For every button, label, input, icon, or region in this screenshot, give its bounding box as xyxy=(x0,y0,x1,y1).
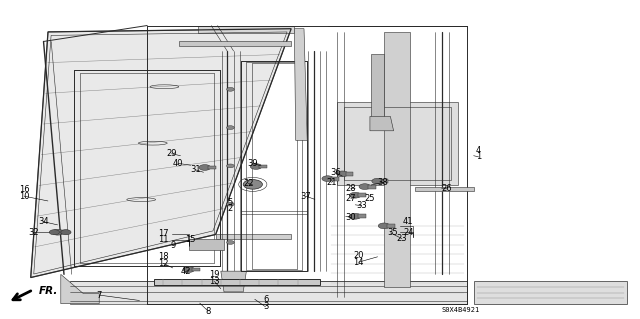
Text: 27: 27 xyxy=(346,194,356,203)
Circle shape xyxy=(183,267,195,272)
Text: FR.: FR. xyxy=(38,286,58,296)
Polygon shape xyxy=(31,29,291,278)
Polygon shape xyxy=(474,281,627,304)
Text: 32: 32 xyxy=(28,228,38,237)
Text: 25: 25 xyxy=(365,194,375,203)
Text: 42: 42 xyxy=(180,267,191,276)
Bar xyxy=(358,193,366,197)
Polygon shape xyxy=(216,234,291,239)
Text: 9: 9 xyxy=(170,241,175,250)
Text: 11: 11 xyxy=(158,235,168,244)
Text: 30: 30 xyxy=(346,213,356,222)
Bar xyxy=(368,185,376,189)
Text: 17: 17 xyxy=(158,229,168,238)
Text: 7: 7 xyxy=(97,291,102,300)
Text: 23: 23 xyxy=(397,234,407,243)
Text: 19: 19 xyxy=(209,271,220,279)
Text: 39: 39 xyxy=(248,159,258,168)
Bar xyxy=(192,268,200,271)
Circle shape xyxy=(250,164,262,169)
Bar xyxy=(61,230,68,234)
Polygon shape xyxy=(294,29,307,140)
Text: S0X4B4921: S0X4B4921 xyxy=(442,307,480,313)
Text: 29: 29 xyxy=(166,149,177,158)
Circle shape xyxy=(227,241,234,244)
Circle shape xyxy=(349,192,361,198)
Bar xyxy=(358,214,366,218)
Polygon shape xyxy=(179,41,291,46)
Circle shape xyxy=(52,229,63,235)
Text: 31: 31 xyxy=(190,165,200,174)
Text: 38: 38 xyxy=(378,178,388,187)
Text: 35: 35 xyxy=(388,228,398,237)
Text: 1: 1 xyxy=(476,152,481,161)
Bar xyxy=(259,165,267,168)
Circle shape xyxy=(359,184,371,189)
Circle shape xyxy=(322,176,333,182)
Text: 15: 15 xyxy=(186,235,196,244)
Polygon shape xyxy=(384,32,410,287)
Bar xyxy=(331,177,339,181)
Polygon shape xyxy=(154,279,320,285)
Polygon shape xyxy=(371,54,384,118)
Text: 41: 41 xyxy=(403,217,413,226)
Polygon shape xyxy=(370,116,394,131)
Polygon shape xyxy=(70,281,467,304)
Bar xyxy=(208,166,216,169)
Polygon shape xyxy=(337,102,458,185)
Text: 22: 22 xyxy=(243,179,253,188)
Circle shape xyxy=(227,164,234,168)
Circle shape xyxy=(227,202,234,206)
Text: 33: 33 xyxy=(356,201,367,210)
Text: 37: 37 xyxy=(301,192,311,201)
Text: 18: 18 xyxy=(158,252,168,261)
Circle shape xyxy=(349,213,361,219)
Bar xyxy=(387,224,395,228)
Circle shape xyxy=(227,126,234,130)
Circle shape xyxy=(337,171,348,177)
Polygon shape xyxy=(189,239,224,250)
Text: 2: 2 xyxy=(228,204,233,213)
Text: 10: 10 xyxy=(19,192,29,201)
Text: 28: 28 xyxy=(346,184,356,193)
Text: 20: 20 xyxy=(353,251,364,260)
Circle shape xyxy=(243,180,262,189)
Text: 5: 5 xyxy=(228,198,233,207)
Text: 8: 8 xyxy=(205,307,211,315)
Text: 34: 34 xyxy=(38,217,49,226)
Text: 12: 12 xyxy=(158,259,168,268)
Text: 21: 21 xyxy=(326,178,337,187)
Text: 26: 26 xyxy=(442,184,452,193)
Bar xyxy=(346,172,353,176)
Polygon shape xyxy=(61,274,99,304)
Text: 36: 36 xyxy=(331,168,341,177)
Bar xyxy=(381,179,388,183)
Circle shape xyxy=(378,223,390,229)
Circle shape xyxy=(227,87,234,91)
Polygon shape xyxy=(415,187,474,191)
Text: 14: 14 xyxy=(353,258,364,267)
Circle shape xyxy=(61,230,71,235)
Polygon shape xyxy=(221,271,246,292)
Text: 24: 24 xyxy=(403,228,413,237)
Text: 3: 3 xyxy=(263,302,268,311)
Text: 13: 13 xyxy=(209,277,220,286)
Circle shape xyxy=(49,230,60,235)
Text: 40: 40 xyxy=(173,159,183,168)
Text: 4: 4 xyxy=(476,146,481,155)
Text: 6: 6 xyxy=(263,295,268,304)
Circle shape xyxy=(199,165,211,170)
Polygon shape xyxy=(198,26,294,33)
Circle shape xyxy=(372,178,383,184)
Text: 16: 16 xyxy=(19,185,29,194)
